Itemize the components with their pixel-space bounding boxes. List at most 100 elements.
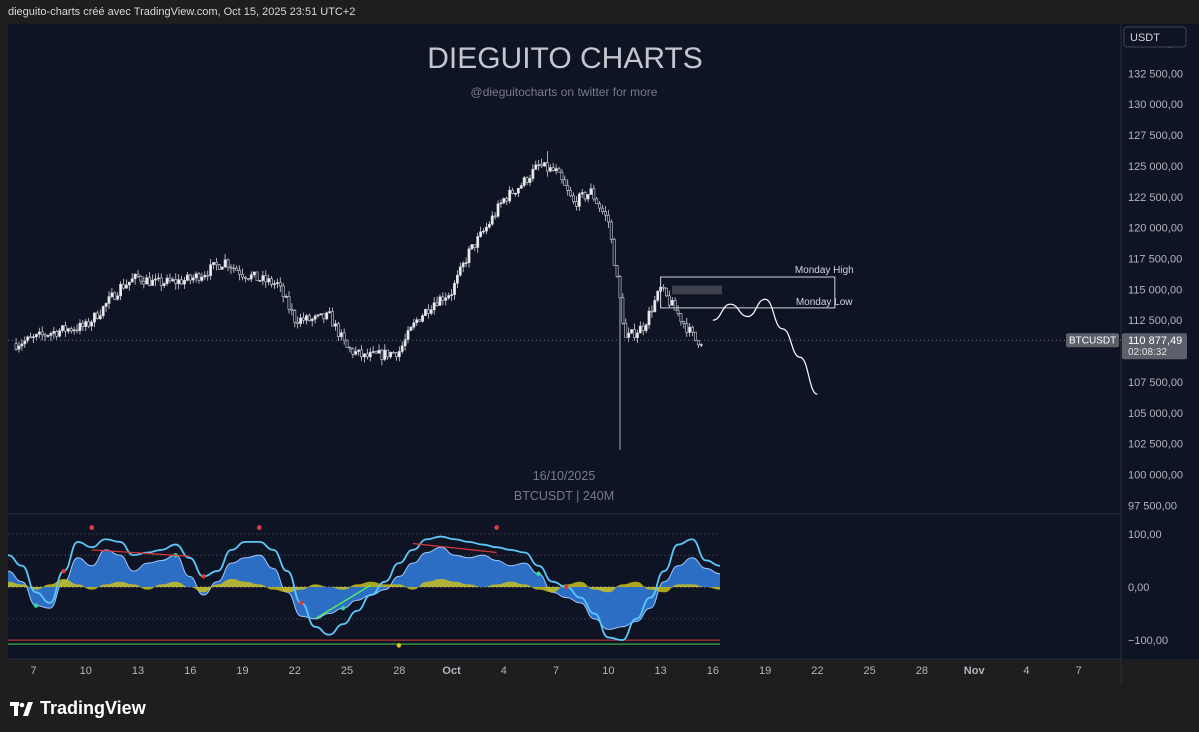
candle-body xyxy=(313,315,317,320)
time-tick-label: 25 xyxy=(864,665,876,677)
candle-body xyxy=(577,193,581,207)
oscillator-signal-dot xyxy=(396,643,402,648)
candle-body xyxy=(49,333,53,336)
candle-body xyxy=(58,330,62,337)
tradingview-logo[interactable]: TradingView xyxy=(10,698,146,719)
candle-body xyxy=(371,351,375,353)
candle-body xyxy=(203,274,207,278)
chart-canvas[interactable]: DIEGUITO CHARTS @dieguitocharts on twitt… xyxy=(0,24,1199,684)
candle-body xyxy=(444,297,448,301)
time-axis-labels: 7 10 13 16 19 22 25 28 Oct 4 7 10 13 16 19 22 25 28 Nov 4 7 xyxy=(30,665,1081,677)
candle-body xyxy=(516,188,520,194)
candle-body xyxy=(194,273,198,279)
candle-body xyxy=(255,271,259,281)
candle-body xyxy=(165,277,169,285)
candle-body xyxy=(246,278,250,280)
candle-body xyxy=(177,279,181,284)
candle-body xyxy=(345,339,349,348)
candle-body xyxy=(351,348,355,355)
imbalance-zone[interactable] xyxy=(672,285,723,295)
tradingview-logo-icon xyxy=(10,701,33,716)
candle-body xyxy=(679,313,683,322)
candle-body xyxy=(589,188,593,195)
candle-body xyxy=(450,294,453,296)
candle-body xyxy=(493,215,497,218)
price-tick-label: 130 000,00 xyxy=(1128,99,1183,111)
candle-body xyxy=(397,351,401,358)
candle-body xyxy=(55,331,59,337)
oscillator-signal-dot xyxy=(494,525,500,530)
candle-body xyxy=(374,351,378,354)
candle-body xyxy=(334,323,337,327)
price-tick-label: 125 000,00 xyxy=(1128,161,1183,173)
price-tick-label: 102 500,00 xyxy=(1128,439,1183,451)
candle-body xyxy=(278,282,282,287)
watermark-date: 16/10/2025 xyxy=(533,469,596,483)
candle-body xyxy=(180,279,183,285)
candle-body xyxy=(310,318,314,322)
candle-body xyxy=(66,328,70,332)
monday-range-box[interactable] xyxy=(660,276,836,309)
candle-body xyxy=(238,270,242,275)
candle-body xyxy=(69,328,73,332)
candle-body xyxy=(339,332,343,337)
candle-body xyxy=(17,345,21,350)
candle-body xyxy=(273,283,276,285)
candle-body xyxy=(426,309,430,314)
candle-body xyxy=(691,326,694,333)
candle-body xyxy=(615,265,619,277)
candle-body xyxy=(188,274,192,281)
candle-body xyxy=(575,201,578,207)
time-tick-label: 4 xyxy=(1023,665,1029,677)
candle-body xyxy=(522,177,526,186)
candle-body xyxy=(554,168,558,171)
candle-body xyxy=(130,278,134,283)
divergence-line xyxy=(314,584,372,620)
candle-body xyxy=(389,351,393,358)
candle-body xyxy=(551,167,555,171)
candle-body xyxy=(43,334,47,337)
candle-body xyxy=(348,347,352,350)
chart-background xyxy=(8,24,1121,659)
candle-body xyxy=(142,280,146,285)
candle-body xyxy=(670,300,674,306)
time-tick-label: 28 xyxy=(393,665,405,677)
candle-body xyxy=(580,192,584,195)
candle-body xyxy=(699,344,703,346)
candle-body xyxy=(145,277,149,285)
oscillator-yellow-area xyxy=(8,579,720,593)
time-tick-label: 16 xyxy=(707,665,719,677)
candle-body xyxy=(667,295,671,306)
oscillator-signal-dot xyxy=(256,525,262,530)
candle-body xyxy=(412,322,416,328)
candle-body xyxy=(296,321,300,324)
candle-body xyxy=(319,313,323,316)
price-tick-label: 132 500,00 xyxy=(1128,68,1183,80)
candle-body xyxy=(609,221,613,240)
time-tick-label: 22 xyxy=(289,665,301,677)
candle-body xyxy=(383,349,387,360)
price-tick-label: 122 500,00 xyxy=(1128,192,1183,204)
candle-body xyxy=(696,340,700,346)
projection-path[interactable] xyxy=(712,298,818,395)
candle-body xyxy=(598,203,602,209)
candle-body xyxy=(217,264,221,270)
candle-body xyxy=(511,189,514,194)
candle-body xyxy=(302,317,305,321)
candle-body xyxy=(569,190,573,197)
currency-badge[interactable]: USDT xyxy=(1123,26,1187,48)
oscillator-signal-dot xyxy=(298,600,304,606)
candle-body xyxy=(685,323,689,333)
oscillator-signal-dot xyxy=(89,525,95,530)
annotations: Monday High Monday Low xyxy=(660,265,854,395)
price-tag-value: 110 877,49 xyxy=(1128,335,1182,347)
candle-body xyxy=(502,198,506,204)
candle-body xyxy=(490,215,494,225)
candle-body xyxy=(618,276,622,299)
price-tick-label: 115 000,00 xyxy=(1128,284,1182,296)
candle-body xyxy=(293,310,297,323)
oscillator-pane xyxy=(7,525,721,648)
candle-body xyxy=(331,311,334,327)
candle-body xyxy=(325,312,329,320)
time-tick-label: 25 xyxy=(341,665,353,677)
